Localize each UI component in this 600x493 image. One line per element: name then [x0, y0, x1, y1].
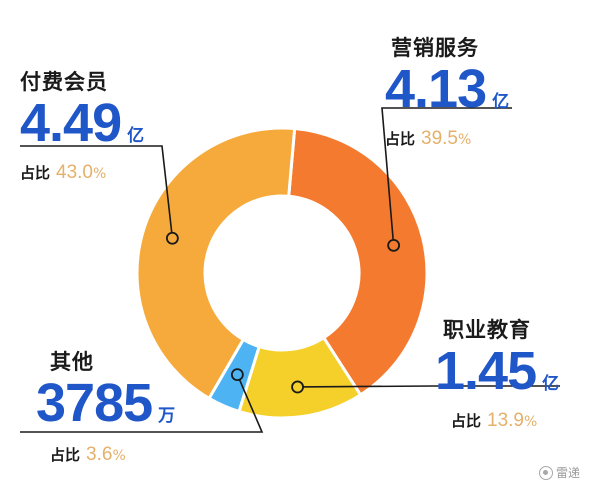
share-label-marketing: 占比 [385, 130, 416, 148]
slice-value-education: 1.45 [435, 341, 537, 401]
slice-value-marketing: 4.13 [385, 59, 487, 119]
slice-share-membership: 占比 43.0% [20, 162, 144, 184]
slice-unit-membership: 亿 [127, 126, 145, 146]
donut-slices [135, 126, 429, 420]
camera-icon [538, 465, 553, 480]
share-pct-symbol-membership: % [93, 166, 107, 182]
share-percent-marketing: 39.5 [421, 128, 458, 149]
slice-amount-education: 1.45 亿 [435, 344, 559, 398]
leader-dot-marketing [387, 238, 401, 252]
slice-share-marketing: 占比 39.5% [385, 128, 509, 150]
slice-value-membership: 4.49 [20, 93, 122, 153]
watermark-text: 雷递 [555, 466, 580, 480]
callout-membership: 付费会员 4.49 亿 占比 43.0% [20, 66, 144, 184]
share-pct-symbol-other: % [112, 448, 126, 464]
leader-line-membership [20, 145, 174, 239]
slice-name-education: 职业教育 [443, 318, 531, 342]
leader-dot-membership [165, 231, 179, 245]
callout-marketing: 营销服务 4.13 亿 占比 39.5% [385, 32, 509, 150]
slice-share-education: 占比 13.9% [451, 410, 559, 432]
slice-value-other: 3785 [36, 373, 153, 433]
donut-slice-membership [135, 126, 297, 401]
share-percent-membership: 43.0 [56, 162, 93, 183]
slice-amount-marketing: 4.13 亿 [385, 62, 509, 116]
watermark: 雷递 [538, 464, 580, 481]
slice-unit-education: 亿 [542, 374, 560, 394]
share-pct-symbol-marketing: % [458, 132, 472, 148]
leader-dot-other [230, 368, 244, 382]
share-label-education: 占比 [451, 412, 482, 430]
callout-other: 其他 3785 万 占比 3.6% [36, 346, 175, 466]
slice-amount-membership: 4.49 亿 [20, 96, 144, 150]
share-percent-education: 13.9 [487, 410, 524, 431]
share-label-other: 占比 [50, 446, 81, 464]
share-label-membership: 占比 [20, 164, 51, 182]
slice-amount-other: 3785 万 [36, 376, 175, 430]
callout-education: 职业教育 1.45 亿 占比 13.9% [435, 314, 559, 432]
slice-unit-other: 万 [158, 406, 176, 426]
slice-share-other: 占比 3.6% [50, 444, 175, 466]
slice-name-membership: 付费会员 [20, 70, 108, 94]
slice-name-marketing: 营销服务 [391, 36, 479, 60]
share-pct-symbol-education: % [524, 414, 538, 430]
slice-unit-marketing: 亿 [492, 92, 510, 112]
leader-lines [20, 107, 560, 433]
share-percent-other: 3.6 [86, 444, 113, 465]
leader-line-education [297, 385, 560, 388]
slice-name-other: 其他 [50, 350, 94, 374]
leader-line-other [20, 374, 264, 433]
leader-dot-education [291, 380, 304, 394]
leader-line-marketing [381, 107, 512, 246]
